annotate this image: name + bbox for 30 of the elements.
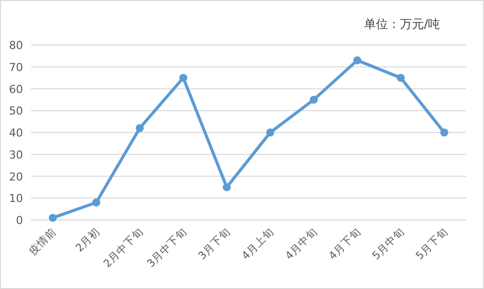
x-tick-label: 4月中旬 (282, 224, 320, 262)
point (310, 96, 318, 104)
y-tick-label: 30 (9, 148, 23, 162)
x-tick-label: 5月下旬 (414, 226, 450, 262)
x-tick-label: 3月下旬 (196, 226, 233, 262)
x-tick-label: 5月中旬 (370, 224, 407, 262)
y-tick-label: 10 (9, 192, 23, 206)
y-tick-label: 60 (9, 82, 23, 96)
x-tick-label: 4月上旬 (239, 224, 276, 262)
x-tick-label: 2月中下旬 (100, 224, 146, 270)
y-tick-label: 20 (9, 170, 23, 184)
y-tick-label: 0 (16, 214, 23, 227)
point (136, 124, 144, 132)
point (222, 183, 231, 192)
y-tick-label: 40 (9, 126, 23, 140)
x-tick-label: 3月中下旬 (144, 224, 190, 270)
point (179, 74, 188, 82)
point (353, 56, 362, 64)
y-tick-label: 50 (9, 104, 23, 118)
y-tick-label: 70 (9, 60, 23, 74)
y-tick-label: 80 (9, 39, 23, 52)
point (266, 128, 274, 136)
point (92, 198, 100, 206)
x-tick-label: 疫情前 (26, 224, 59, 258)
text: 单位：万元/吨 (364, 17, 440, 31)
x-tick-label: 2月初 (72, 224, 102, 254)
point (48, 214, 57, 222)
point (440, 128, 448, 136)
x-tick-label: 4月下旬 (326, 226, 364, 262)
point (396, 74, 405, 82)
